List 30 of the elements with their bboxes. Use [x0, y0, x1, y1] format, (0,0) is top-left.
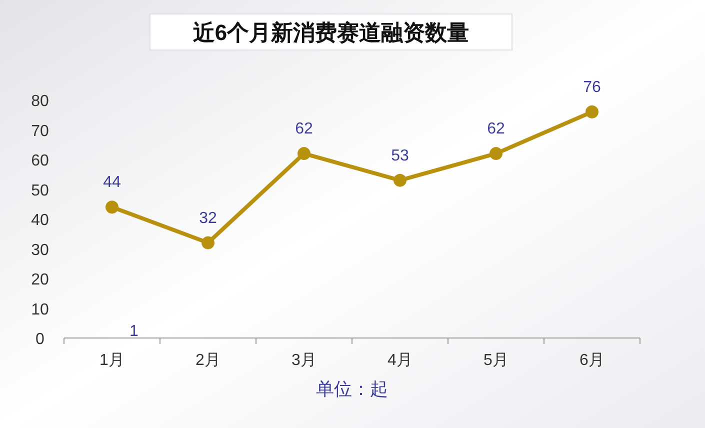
point: [106, 200, 118, 214]
data-label: 62: [487, 120, 505, 138]
y-tick-label: 30: [31, 242, 49, 259]
data-label: 62: [295, 120, 313, 138]
x-tick-label: 2月: [196, 352, 220, 369]
x-tick-label: 6月: [580, 352, 604, 369]
data-label: 53: [391, 147, 409, 164]
data-label: 76: [583, 78, 601, 96]
y-tick-label: 60: [31, 152, 49, 170]
x-tick-label: 4月: [388, 352, 412, 369]
chart-title: 近6个月新消费赛道融资数量: [192, 20, 470, 45]
annotation: 1: [130, 323, 139, 340]
data-label: 44: [103, 174, 121, 192]
data-label: 32: [199, 210, 217, 227]
x-tick-label: 3月: [292, 352, 316, 369]
x-tick-label: 1月: [100, 352, 124, 369]
point: [490, 147, 502, 160]
y-tick-label: 80: [31, 93, 49, 110]
point: [202, 236, 214, 250]
y-tick-label: 70: [31, 122, 49, 140]
y-tick-label: 50: [31, 182, 49, 200]
y-tick-label: 20: [31, 272, 49, 288]
point: [586, 105, 598, 118]
point: [394, 174, 406, 187]
y-tick-label: 10: [31, 301, 49, 318]
point: [298, 147, 310, 160]
x-tick-label: 5月: [484, 352, 508, 369]
x-axis-title: 单位：起: [316, 379, 388, 399]
y-tick-label: 40: [31, 212, 49, 229]
y-tick-label: 0: [36, 331, 45, 348]
